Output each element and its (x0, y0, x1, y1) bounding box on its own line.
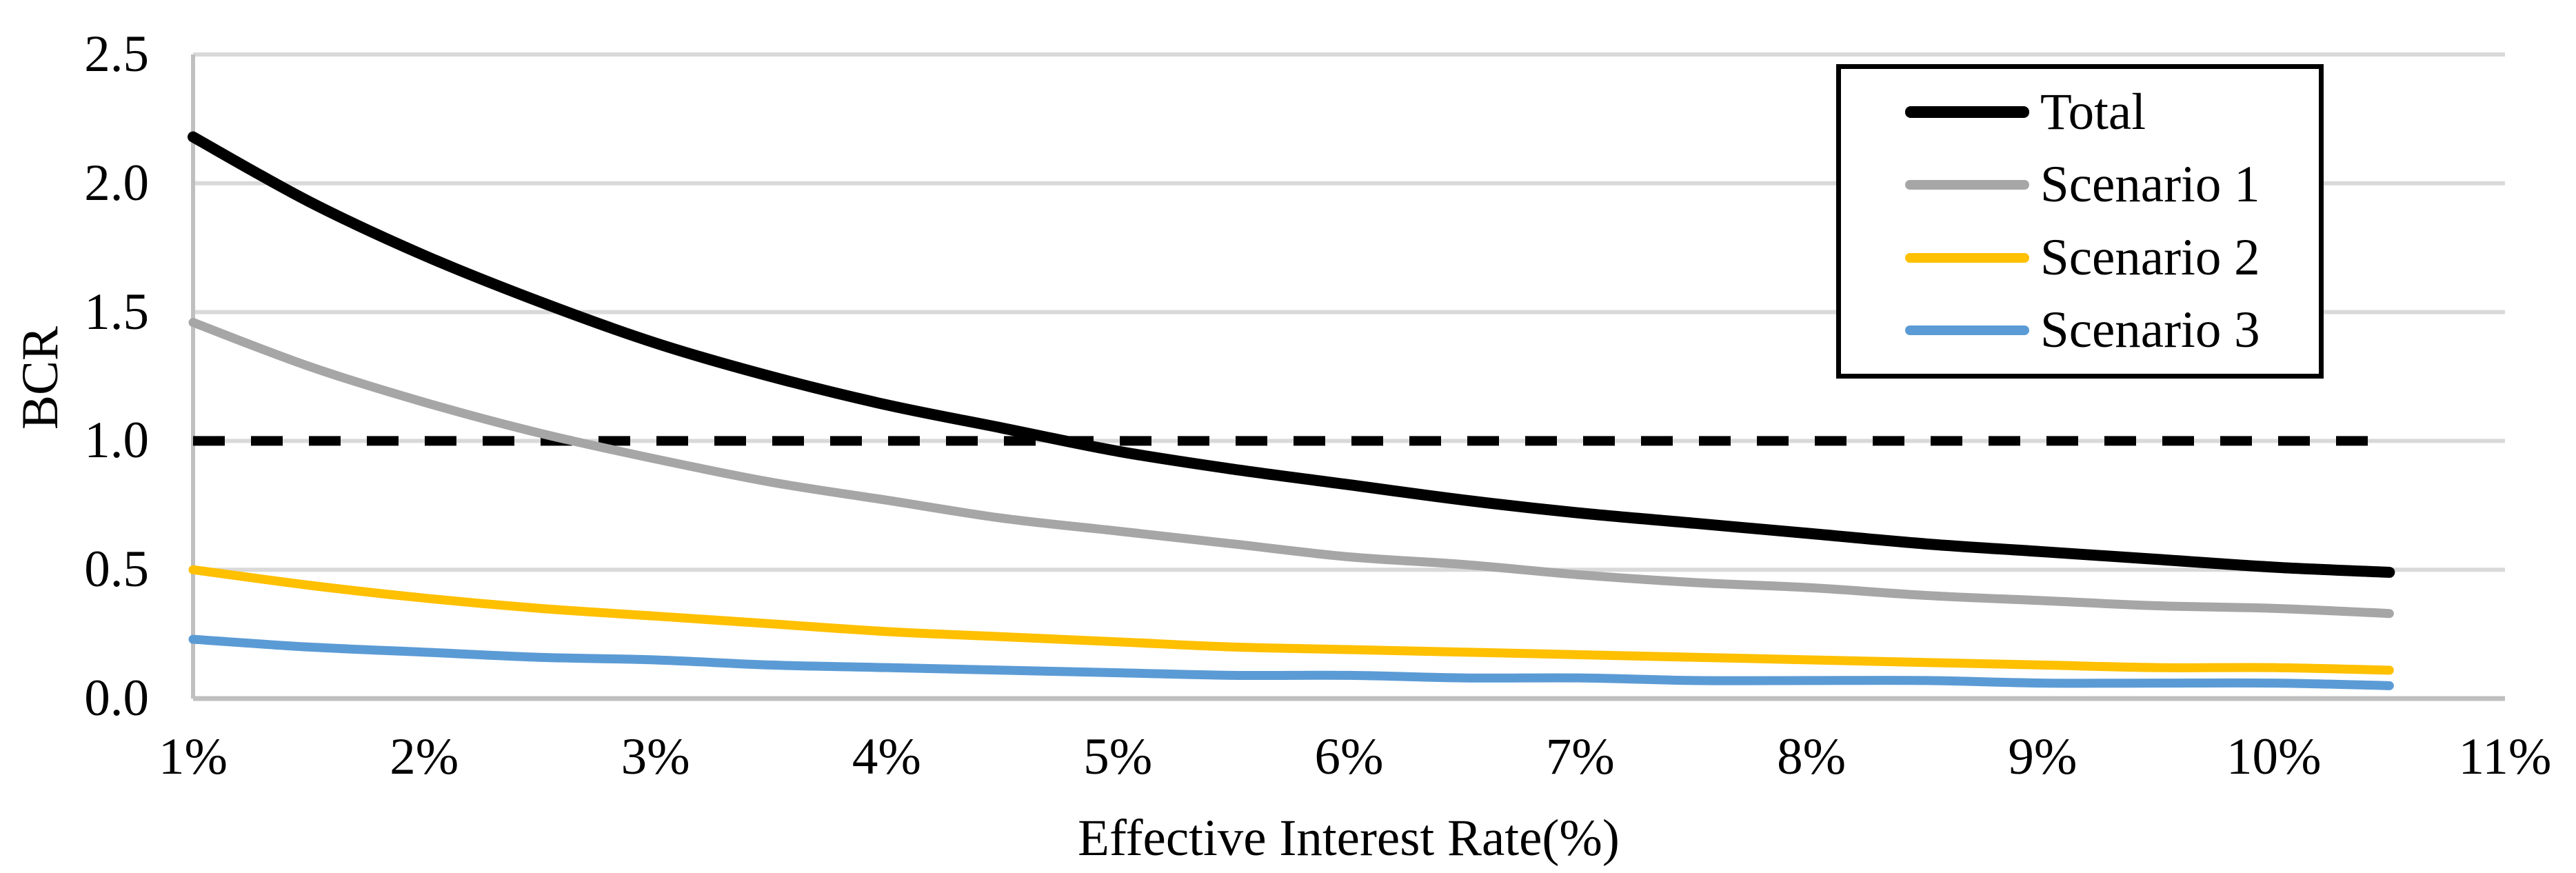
y-tick-label: 0.5 (84, 541, 149, 599)
legend-label: Scenario 2 (2040, 228, 2260, 286)
x-tick-label: 9% (2008, 728, 2077, 785)
legend-swatch-scenario-1-line (1905, 180, 2029, 190)
series-line-total (188, 131, 2395, 578)
x-tick-label: 7% (1545, 728, 1615, 785)
series-line-scenario-3 (188, 634, 2394, 690)
legend-swatch-scenario-2-line (1905, 252, 2029, 263)
y-tick-label: 0.0 (84, 670, 149, 727)
legend-item-scenario-3: Scenario 3 (1905, 296, 2319, 365)
y-tick-label: 2.0 (84, 154, 149, 212)
y-tick-label: 1.0 (84, 412, 149, 470)
legend-label: Scenario 3 (2040, 301, 2260, 359)
x-tick-label: 6% (1314, 728, 1384, 785)
legend: Total Scenario 1 Scenario 2 Scenario 3 (1836, 64, 2324, 379)
x-tick-label: 4% (852, 728, 921, 785)
y-tick-label: 2.5 (84, 26, 149, 83)
x-tick-label: 2% (390, 728, 459, 785)
legend-label: Total (2040, 83, 2146, 141)
legend-swatch-scenario-3-line (1905, 325, 2029, 336)
y-tick-label: 1.5 (84, 283, 149, 341)
x-tick-label: 1% (159, 728, 228, 785)
x-axis-title: Effective Interest Rate(%) (1078, 810, 1620, 867)
legend-item-scenario-2: Scenario 2 (1905, 223, 2319, 292)
legend-label: Scenario 1 (2040, 156, 2260, 214)
series-line-scenario-2 (188, 565, 2394, 675)
x-tick-label: 5% (1083, 728, 1153, 785)
legend-swatch-total-line (1905, 106, 2029, 119)
series-line-scenario-1 (188, 318, 2394, 619)
legend-item-total: Total (1905, 78, 2319, 147)
x-tick-label: 10% (2226, 728, 2322, 785)
legend-item-scenario-1: Scenario 1 (1905, 150, 2319, 219)
y-axis-title: BCR (12, 325, 69, 430)
x-tick-label: 11% (2458, 728, 2552, 785)
x-tick-label: 3% (621, 728, 690, 785)
x-tick-label: 8% (1777, 728, 1847, 785)
